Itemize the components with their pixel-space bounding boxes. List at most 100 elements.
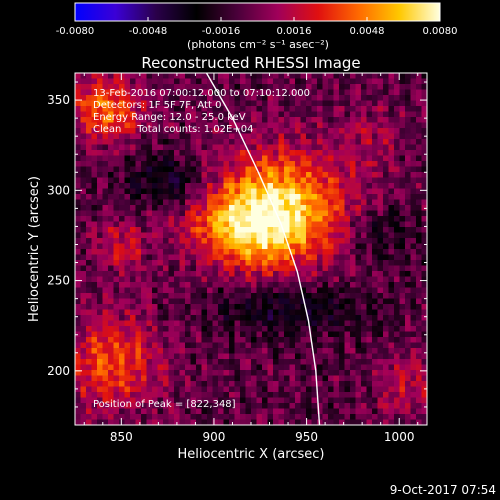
heatmap-cell: [168, 304, 175, 310]
heatmap-cell: [201, 199, 208, 206]
heatmap-cell: [300, 403, 307, 409]
heatmap-cell: [344, 364, 351, 371]
heatmap-cell: [179, 221, 186, 228]
heatmap-cell: [262, 100, 268, 107]
heatmap-cell: [135, 106, 142, 112]
heatmap-cell: [410, 304, 417, 310]
heatmap-cell: [212, 326, 219, 332]
heatmap-cell: [366, 194, 373, 200]
heatmap-cell: [124, 293, 131, 299]
heatmap-cell: [223, 403, 230, 409]
heatmap-cell: [388, 309, 395, 316]
heatmap-cell: [240, 144, 246, 151]
heatmap-cell: [295, 348, 301, 354]
heatmap-cell: [207, 397, 213, 404]
heatmap-cell: [174, 359, 180, 365]
heatmap-cell: [141, 199, 147, 206]
heatmap-cell: [306, 221, 312, 228]
heatmap-cell: [366, 183, 373, 189]
heatmap-cell: [416, 117, 422, 123]
heatmap-cell: [410, 331, 417, 338]
heatmap-cell: [361, 271, 367, 277]
heatmap-cell: [130, 84, 136, 90]
heatmap-cell: [207, 111, 213, 118]
heatmap-cell: [388, 106, 395, 112]
heatmap-cell: [339, 249, 345, 255]
heatmap-cell: [190, 210, 197, 217]
heatmap-cell: [322, 122, 329, 129]
heatmap-cell: [416, 381, 422, 387]
heatmap-cell: [322, 359, 329, 365]
heatmap-cell: [218, 161, 224, 167]
heatmap-cell: [91, 144, 98, 151]
heatmap-cell: [410, 348, 417, 354]
heatmap-cell: [207, 155, 213, 162]
heatmap-cell: [102, 183, 109, 189]
heatmap-cell: [361, 128, 367, 134]
heatmap-cell: [262, 122, 268, 129]
heatmap-cell: [256, 166, 263, 173]
heatmap-cell: [201, 216, 208, 222]
heatmap-cell: [322, 188, 329, 195]
heatmap-cell: [168, 238, 175, 244]
heatmap-cell: [388, 122, 395, 129]
heatmap-cell: [388, 117, 395, 123]
heatmap-cell: [383, 392, 389, 398]
heatmap-cell: [267, 216, 274, 222]
heatmap-cell: [190, 155, 197, 162]
heatmap-cell: [130, 177, 136, 184]
heatmap-cell: [135, 276, 142, 283]
heatmap-cell: [168, 414, 175, 420]
heatmap-cell: [350, 89, 356, 96]
heatmap-cell: [262, 293, 268, 299]
heatmap-cell: [152, 403, 158, 409]
heatmap-cell: [86, 155, 92, 162]
heatmap-cell: [146, 199, 153, 206]
heatmap-cell: [262, 309, 268, 316]
heatmap-cell: [163, 166, 169, 173]
heatmap-cell: [240, 287, 246, 294]
heatmap-cell: [372, 210, 378, 217]
heatmap-cell: [383, 265, 389, 272]
heatmap-cell: [344, 414, 351, 420]
heatmap-cell: [163, 210, 169, 217]
heatmap-cell: [113, 326, 120, 332]
heatmap-cell: [223, 216, 230, 222]
heatmap-cell: [333, 150, 340, 156]
heatmap-cell: [201, 331, 208, 338]
heatmap-cell: [421, 128, 427, 134]
heatmap-cell: [366, 315, 373, 321]
heatmap-cell: [91, 414, 98, 420]
heatmap-cell: [119, 106, 125, 112]
heatmap-cell: [394, 183, 400, 189]
heatmap-cell: [394, 73, 400, 79]
heatmap-cell: [152, 337, 158, 343]
heatmap-cell: [421, 177, 427, 184]
heatmap-cell: [410, 199, 417, 206]
heatmap-cell: [174, 128, 180, 134]
heatmap-cell: [388, 271, 395, 277]
heatmap-cell: [267, 276, 274, 283]
heatmap-cell: [289, 73, 296, 79]
heatmap-cell: [124, 414, 131, 420]
heatmap-cell: [421, 414, 427, 420]
heatmap-cell: [333, 375, 340, 382]
heatmap-cell: [212, 298, 219, 305]
heatmap-cell: [350, 73, 356, 79]
heatmap-cell: [322, 194, 329, 200]
heatmap-cell: [421, 287, 427, 294]
heatmap-cell: [278, 370, 285, 376]
heatmap-cell: [135, 408, 142, 415]
heatmap-cell: [179, 375, 186, 382]
heatmap-cell: [333, 78, 340, 85]
heatmap-cell: [80, 309, 87, 316]
heatmap-cell: [168, 419, 175, 425]
heatmap-cell: [355, 232, 362, 239]
heatmap-cell: [185, 111, 191, 118]
heatmap-cell: [163, 133, 169, 140]
heatmap-cell: [366, 337, 373, 343]
heatmap-cell: [190, 414, 197, 420]
heatmap-cell: [97, 106, 103, 112]
heatmap-cell: [289, 144, 296, 151]
heatmap-cell: [372, 298, 378, 305]
